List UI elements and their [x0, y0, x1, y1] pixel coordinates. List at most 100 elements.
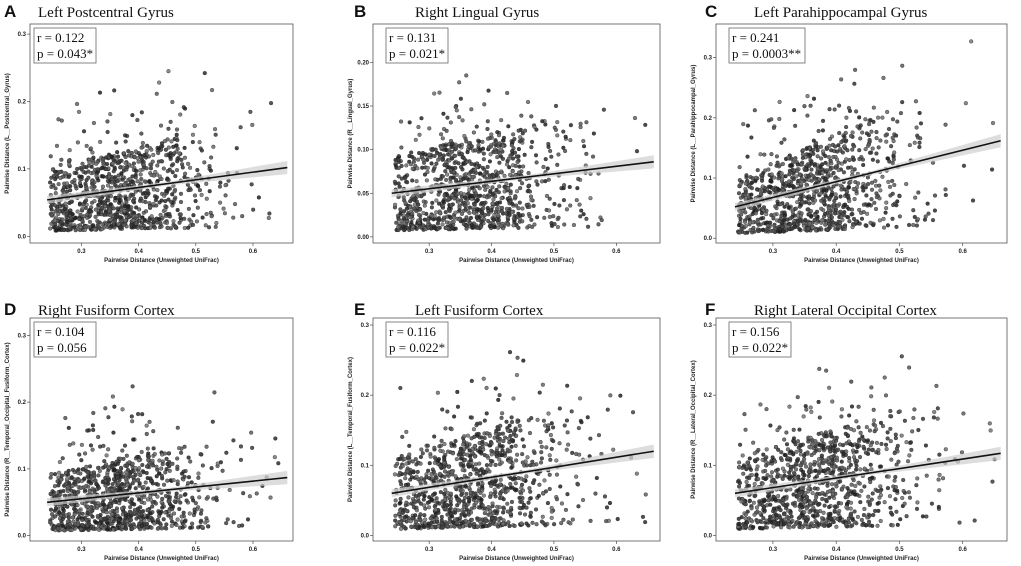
- data-point: [519, 113, 524, 118]
- data-point: [83, 488, 88, 493]
- data-point: [943, 192, 948, 198]
- data-point: [178, 500, 183, 505]
- data-point: [850, 130, 855, 135]
- data-point: [777, 226, 782, 232]
- data-point: [874, 151, 879, 156]
- data-point: [159, 198, 164, 203]
- data-point: [529, 416, 534, 421]
- data-point: [148, 225, 153, 230]
- data-point: [148, 204, 153, 209]
- data-point: [117, 200, 122, 205]
- data-point: [434, 496, 439, 501]
- data-point: [227, 487, 232, 493]
- data-point: [518, 213, 523, 218]
- data-point: [432, 153, 437, 159]
- data-point: [123, 133, 128, 138]
- data-point: [408, 215, 413, 220]
- data-point: [393, 524, 398, 529]
- data-point: [72, 479, 78, 485]
- data-point: [150, 504, 155, 509]
- data-point: [768, 178, 774, 183]
- data-point: [122, 209, 127, 214]
- data-point: [66, 480, 72, 486]
- data-point: [768, 220, 773, 225]
- data-point: [87, 219, 93, 224]
- data-point: [154, 481, 159, 486]
- data-point: [171, 511, 177, 516]
- data-point: [445, 193, 450, 198]
- data-point: [165, 478, 170, 483]
- data-point: [881, 216, 886, 221]
- data-point: [877, 196, 882, 201]
- data-point: [498, 491, 503, 496]
- data-point: [178, 494, 183, 499]
- data-point: [811, 151, 816, 156]
- data-point: [808, 103, 813, 108]
- data-point: [558, 484, 563, 489]
- data-point: [900, 63, 905, 68]
- data-point: [512, 219, 517, 224]
- data-point: [858, 136, 863, 141]
- x-axis-label: Pairwise Distance (Unweighted UniFrac): [104, 258, 219, 264]
- data-point: [124, 477, 129, 482]
- data-point: [812, 163, 817, 168]
- data-point: [553, 103, 559, 108]
- data-point: [485, 136, 491, 141]
- data-point: [568, 123, 573, 128]
- data-point: [462, 218, 467, 223]
- data-point: [505, 501, 510, 506]
- plot-marks: [391, 73, 654, 233]
- data-point: [563, 134, 568, 139]
- data-point: [576, 426, 581, 431]
- data-point: [493, 386, 498, 391]
- data-point: [133, 465, 138, 471]
- data-point: [484, 453, 490, 459]
- data-point: [460, 118, 465, 123]
- data-point: [459, 198, 464, 203]
- data-point: [198, 452, 203, 457]
- data-point: [402, 456, 407, 461]
- data-point: [824, 227, 830, 232]
- data-point: [422, 513, 427, 518]
- data-point: [99, 166, 104, 171]
- confidence-band: [47, 161, 288, 204]
- data-point: [129, 223, 134, 228]
- data-point: [469, 378, 474, 384]
- data-point: [139, 226, 144, 231]
- data-point: [495, 504, 500, 509]
- data-point: [175, 425, 180, 430]
- data-point: [149, 214, 154, 219]
- data-point: [73, 183, 78, 189]
- data-point: [187, 217, 192, 222]
- data-point: [446, 196, 451, 202]
- data-point: [445, 172, 450, 177]
- data-point: [411, 197, 417, 202]
- data-point: [820, 170, 825, 175]
- data-point: [795, 162, 800, 167]
- data-point: [487, 224, 492, 229]
- data-point: [531, 203, 536, 208]
- data-point: [438, 211, 443, 216]
- y-tick-label: 0.0: [18, 534, 27, 540]
- data-point: [553, 127, 559, 132]
- data-point: [393, 503, 398, 508]
- data-point: [436, 216, 441, 222]
- data-point: [467, 171, 472, 176]
- panel-letter: B: [354, 2, 366, 21]
- data-point: [454, 108, 459, 113]
- data-point: [90, 447, 95, 452]
- data-point: [851, 157, 856, 162]
- data-point: [814, 220, 819, 225]
- stat-p: p = 0.056: [37, 340, 87, 355]
- data-point: [473, 462, 478, 467]
- data-point: [399, 176, 404, 181]
- data-point: [772, 212, 777, 217]
- data-point: [63, 415, 68, 421]
- data-point: [416, 212, 421, 217]
- data-point: [805, 207, 810, 212]
- data-point: [139, 131, 144, 136]
- data-point: [151, 152, 156, 158]
- data-point: [462, 201, 467, 206]
- regression-line: [47, 166, 288, 201]
